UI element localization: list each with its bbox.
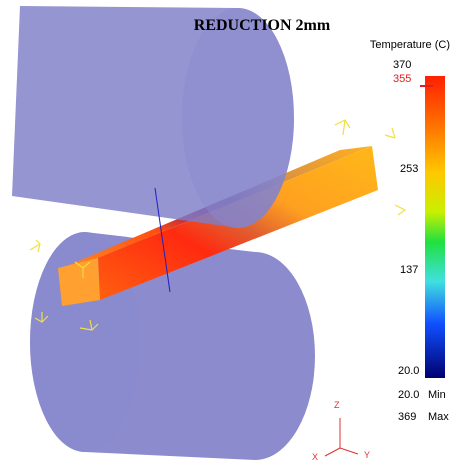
legend-title: Temperature (C): [370, 39, 450, 51]
color-bar: [425, 76, 445, 378]
max-label: Max: [428, 411, 449, 423]
max-value: 369: [398, 411, 416, 423]
upper-roll-face: [182, 8, 294, 228]
title: REDUCTION 2mm: [194, 17, 331, 34]
axis-triad: [325, 418, 358, 456]
legend-tick: 137: [400, 264, 418, 276]
scene: REDUCTION 2mm Temperature (C) 370 355 25…: [0, 0, 457, 463]
axis-label: Z: [334, 400, 340, 410]
legend-max: 370: [393, 59, 411, 71]
page: REDUCTION 2mm Temperature (C) 370 355 25…: [0, 0, 457, 463]
legend-min: 20.0: [398, 365, 419, 377]
min-label: Min: [428, 389, 446, 401]
min-value: 20.0: [398, 389, 419, 401]
legend-tick: 253: [400, 163, 418, 175]
axis-label: Y: [364, 450, 370, 460]
axis-label: X: [312, 452, 318, 462]
legend-marker-label: 355: [393, 73, 411, 85]
